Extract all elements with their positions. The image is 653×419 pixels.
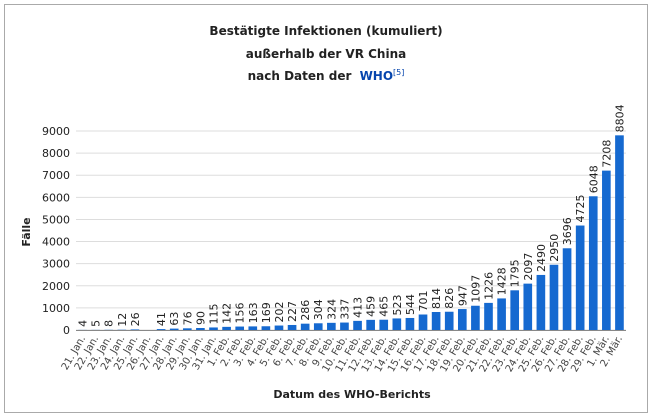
bar <box>497 298 506 330</box>
bar <box>484 302 493 330</box>
value-label: 5 <box>90 320 103 327</box>
value-label: 1226 <box>483 272 496 300</box>
y-tick-label: 1000 <box>42 302 70 315</box>
y-tick-label: 4000 <box>42 236 70 249</box>
value-label: 227 <box>286 301 299 322</box>
bar <box>300 323 310 330</box>
bar <box>274 325 284 330</box>
bar <box>340 322 349 330</box>
value-label: 4 <box>77 320 90 327</box>
bar <box>169 328 179 330</box>
y-tick-label: 8000 <box>42 147 70 160</box>
title-text: nach Daten der <box>248 69 352 83</box>
value-label: 523 <box>391 294 404 315</box>
value-label: 115 <box>208 303 221 324</box>
bar <box>575 225 585 330</box>
value-label: 4725 <box>574 195 587 223</box>
bar <box>602 170 611 330</box>
bar <box>379 319 389 330</box>
bar <box>222 326 231 330</box>
value-label: 2950 <box>548 234 561 262</box>
value-label: 8 <box>103 320 116 327</box>
frame <box>4 4 648 413</box>
bar <box>235 326 245 330</box>
value-label: 286 <box>299 300 312 321</box>
value-label: 8804 <box>613 104 626 132</box>
value-label: 1097 <box>469 275 482 303</box>
bar <box>353 320 362 330</box>
title-ref[interactable]: [5] <box>393 68 404 77</box>
bar <box>562 248 572 330</box>
value-label: 2490 <box>535 244 548 272</box>
y-axis-label: Fälle <box>20 217 33 246</box>
bar <box>130 329 140 330</box>
value-label: 41 <box>155 312 168 326</box>
value-label: 337 <box>338 299 351 320</box>
bar <box>549 264 559 330</box>
value-label: 12 <box>116 313 129 327</box>
bar <box>261 326 271 330</box>
value-label: 1428 <box>496 267 509 295</box>
bar <box>588 196 598 330</box>
bar <box>196 328 205 330</box>
value-label: 156 <box>234 303 247 324</box>
bar <box>248 326 258 330</box>
bar <box>615 135 624 330</box>
value-label: 459 <box>365 296 378 317</box>
value-label: 63 <box>168 312 181 326</box>
value-label: 465 <box>378 296 391 317</box>
bar <box>523 283 533 330</box>
bar <box>327 322 336 330</box>
value-label: 202 <box>273 302 286 323</box>
bar <box>405 317 415 330</box>
bar <box>313 323 323 330</box>
bar <box>392 318 402 330</box>
y-tick-label: 0 <box>63 324 70 337</box>
value-label: 6048 <box>587 165 600 193</box>
title-link[interactable]: WHO <box>360 69 393 83</box>
bar <box>182 328 192 330</box>
value-label: 142 <box>221 303 234 324</box>
value-label: 7208 <box>600 140 613 168</box>
value-label: 90 <box>194 311 207 325</box>
bar <box>209 327 218 330</box>
bar <box>287 324 297 330</box>
value-label: 947 <box>456 285 469 306</box>
bar <box>444 311 454 330</box>
title-line: Bestätigte Infektionen (kumuliert) <box>209 24 442 38</box>
bar <box>366 319 375 330</box>
value-label: 324 <box>325 299 338 320</box>
value-label: 2097 <box>522 253 535 281</box>
y-tick-label: 9000 <box>42 125 70 138</box>
y-tick-label: 5000 <box>42 213 70 226</box>
bar <box>536 274 546 330</box>
x-axis-label: Datum des WHO-Berichts <box>273 388 431 401</box>
value-label: 163 <box>247 302 260 323</box>
title-line: nach Daten der WHO[5] <box>248 68 405 83</box>
value-label: 169 <box>260 302 273 323</box>
bar <box>418 314 428 330</box>
y-tick-label: 6000 <box>42 191 70 204</box>
value-label: 304 <box>312 299 325 320</box>
value-label: 26 <box>129 312 142 326</box>
y-tick-label: 2000 <box>42 280 70 293</box>
value-label: 544 <box>404 294 417 315</box>
value-label: 76 <box>181 311 194 325</box>
value-label: 413 <box>352 297 365 318</box>
title-line: außerhalb der VR China <box>246 47 406 61</box>
y-tick-label: 7000 <box>42 169 70 182</box>
value-label: 701 <box>417 291 430 312</box>
value-label: 1795 <box>509 259 522 287</box>
bar <box>431 312 441 330</box>
bar <box>457 309 467 330</box>
value-label: 826 <box>443 288 456 309</box>
bar <box>510 290 520 330</box>
bar <box>156 329 166 330</box>
value-label: 814 <box>430 288 443 309</box>
value-label: 3696 <box>561 217 574 245</box>
y-tick-label: 3000 <box>42 258 70 271</box>
bar <box>471 305 480 330</box>
